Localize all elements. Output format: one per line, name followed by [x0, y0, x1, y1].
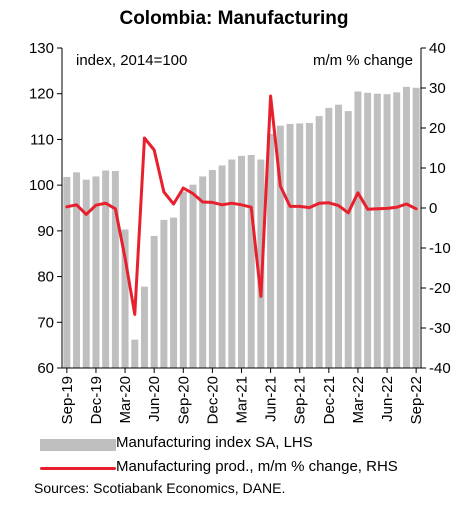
- x-tick-label: Mar-20: [117, 376, 134, 424]
- x-tick-label: Sep-20: [175, 376, 192, 424]
- left-tick-label: 130: [29, 40, 54, 57]
- bar: [228, 159, 236, 368]
- right-tick-label: -20: [429, 280, 451, 297]
- bar: [92, 176, 100, 368]
- left-axis-label: index, 2014=100: [76, 52, 187, 69]
- x-tick-label: Sep-21: [292, 376, 309, 424]
- right-tick-label: 40: [429, 40, 446, 57]
- right-tick-label: 10: [429, 160, 446, 177]
- right-tick-label: -40: [429, 360, 451, 377]
- right-tick-label: 30: [429, 80, 446, 97]
- x-tick-label: Jun-21: [263, 376, 280, 422]
- bar: [335, 104, 343, 368]
- bar: [325, 107, 333, 368]
- bar: [160, 219, 168, 368]
- right-tick-label: 0: [429, 200, 437, 217]
- bar: [344, 111, 352, 368]
- legend-line-swatch: [40, 467, 116, 470]
- left-tick-label: 120: [29, 86, 54, 103]
- left-tick-label: 100: [29, 177, 54, 194]
- bar: [305, 122, 313, 368]
- chart-title: Colombia: Manufacturing: [119, 8, 349, 29]
- bar: [111, 170, 119, 368]
- bar: [63, 176, 71, 368]
- right-tick-label: -30: [429, 320, 451, 337]
- bar: [315, 116, 323, 368]
- bar: [276, 125, 284, 369]
- bar: [218, 165, 226, 368]
- bar: [238, 155, 245, 368]
- x-tick-label: Dec-19: [88, 376, 105, 424]
- mm-change-line: [65, 94, 418, 316]
- x-tick-label: Sep-22: [408, 376, 425, 424]
- left-tick-label: 60: [37, 360, 54, 377]
- x-tick-label: Dec-21: [321, 376, 338, 424]
- left-tick-label: 70: [37, 314, 54, 331]
- bar: [208, 170, 216, 368]
- bar: [393, 92, 401, 368]
- x-tick-label: Mar-22: [350, 376, 367, 424]
- bar: [364, 92, 372, 369]
- bar: [296, 123, 304, 369]
- x-tick-label: Jun-22: [379, 376, 396, 422]
- bar: [373, 93, 381, 369]
- bar: [267, 133, 275, 368]
- bar: [140, 286, 148, 368]
- bar: [170, 217, 178, 368]
- bar: [402, 86, 410, 369]
- right-axis-label: m/m % change: [313, 52, 413, 69]
- right-tick-label: -10: [429, 240, 451, 257]
- legend-bar-swatch: [40, 439, 116, 451]
- bar: [412, 87, 420, 369]
- legend-label-mm-change: Manufacturing prod., m/m % change, RHS: [116, 458, 398, 475]
- right-tick-label: 20: [429, 120, 446, 137]
- source-note: Sources: Scotiabank Economics, DANE.: [34, 480, 286, 496]
- bar: [150, 235, 158, 368]
- x-tick-label: Jun-20: [146, 376, 163, 422]
- legend-label-index: Manufacturing index SA, LHS: [116, 434, 313, 451]
- bar: [121, 229, 129, 368]
- bar: [102, 170, 110, 368]
- bar: [247, 154, 255, 368]
- bar: [73, 172, 81, 368]
- left-tick-label: 80: [37, 269, 54, 286]
- bar: [257, 159, 265, 368]
- bar: [82, 179, 90, 368]
- bar: [354, 91, 362, 369]
- left-tick-label: 90: [37, 223, 54, 240]
- bar: [189, 184, 197, 368]
- combo-chart: 60 70 80 90 100 110 120 130 -40 -30 -20 -10 0 10 20 30 4…: [29, 40, 451, 424]
- bar: [199, 176, 207, 368]
- bar: [131, 339, 139, 368]
- left-tick-label: 110: [30, 131, 54, 148]
- x-tick-label: Mar-21: [234, 376, 251, 424]
- x-tick-label: Sep-19: [59, 376, 76, 424]
- x-tick-label: Dec-20: [204, 376, 221, 424]
- bar: [179, 191, 187, 368]
- bar: [286, 123, 294, 368]
- bar: [383, 94, 391, 369]
